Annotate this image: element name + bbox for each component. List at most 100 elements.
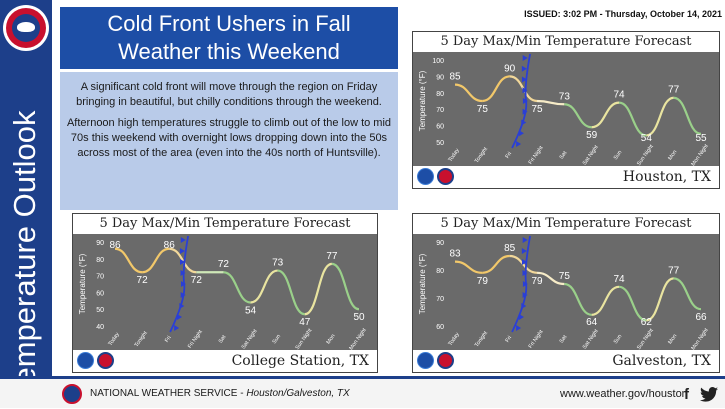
series-line-segment xyxy=(646,96,674,137)
x-tick-label: Mon xyxy=(667,149,678,161)
panel-footer: College Station, TX xyxy=(73,350,377,372)
cold-front-triangle xyxy=(521,248,527,254)
twitter-icon[interactable] xyxy=(700,387,718,402)
forecast-panel-houston: 5 Day Max/Min Temperature Forecast Tempe… xyxy=(412,31,720,189)
y-tick-label: 50 xyxy=(96,307,104,314)
data-label: 83 xyxy=(449,249,461,260)
facebook-icon[interactable]: f xyxy=(684,386,689,403)
y-tick-label: 60 xyxy=(436,324,444,331)
chart-background xyxy=(413,234,719,350)
y-tick-label: 90 xyxy=(436,240,444,247)
noaa-logo-icon xyxy=(77,352,94,369)
cold-front-triangle xyxy=(522,281,528,287)
data-label: 77 xyxy=(326,251,338,262)
cold-front-triangle xyxy=(180,292,186,298)
y-axis-label: Temperature (°F) xyxy=(418,253,427,314)
cold-front-triangle xyxy=(522,270,528,276)
series-line-segment xyxy=(169,247,197,274)
chart-title: 5 Day Max/Min Temperature Forecast xyxy=(413,32,719,52)
series-line-segment xyxy=(646,277,674,322)
series-line-segment xyxy=(564,282,592,316)
issued-timestamp: ISSUED: 3:02 PM - Thursday, October 14, … xyxy=(524,9,722,19)
footer-bar: NATIONAL WEATHER SERVICE - Houston/Galve… xyxy=(0,376,725,408)
chart-title: 5 Day Max/Min Temperature Forecast xyxy=(413,214,719,234)
data-label: 54 xyxy=(641,133,653,144)
panel-footer: Houston, TX xyxy=(413,166,719,188)
series-line-segment xyxy=(591,101,620,129)
chart-college-station: Temperature (°F) 40 50 60 70 80 90 86 72 86 72 72 54… xyxy=(73,234,377,350)
data-label: 73 xyxy=(559,91,571,102)
y-tick-label: 80 xyxy=(96,257,104,264)
footer-url-link[interactable]: www.weather.gov/houston xyxy=(560,388,688,400)
series-line-segment xyxy=(509,254,538,274)
y-tick-label: 80 xyxy=(436,268,444,275)
nws-logo-icon xyxy=(62,384,82,404)
chart-houston: Temperature (°F) 50 60 70 80 90 100 85 75 90 75 73 5… xyxy=(413,52,719,166)
forecast-panel-galveston: 5 Day Max/Min Temperature Forecast Tempe… xyxy=(412,213,720,373)
x-tick-label: Fri xyxy=(164,335,173,344)
nws-logo-icon xyxy=(437,352,454,369)
series-line-segment xyxy=(454,260,483,274)
y-tick-label: 100 xyxy=(432,58,444,65)
cold-front-triangle xyxy=(180,270,186,276)
footer-agency-name: NATIONAL WEATHER SERVICE xyxy=(90,388,238,399)
page-title-line2: Weather this Weekend xyxy=(118,39,340,64)
cold-front-triangle xyxy=(522,292,528,298)
x-tick-label: Sun xyxy=(613,150,624,161)
data-label: 59 xyxy=(586,130,598,141)
cold-front-triangle xyxy=(518,130,524,137)
data-label: 62 xyxy=(641,317,653,328)
description-paragraph-2: Afternoon high temperatures struggle to … xyxy=(66,117,392,159)
series-line-segment xyxy=(277,269,306,316)
cold-front-triangle xyxy=(179,303,185,309)
data-label: 74 xyxy=(613,90,625,101)
series-line-segment xyxy=(331,262,360,311)
series-line-segment xyxy=(250,269,278,304)
x-tick-label: Mon xyxy=(326,333,337,345)
series-line-segment xyxy=(673,277,702,311)
noaa-logo-icon xyxy=(417,352,434,369)
series-line-segment xyxy=(114,247,143,274)
data-label: 90 xyxy=(504,63,516,74)
cold-front-triangle xyxy=(522,55,528,61)
data-label: 75 xyxy=(531,104,543,115)
cold-front-triangle xyxy=(521,303,527,309)
cold-front-triangle xyxy=(180,281,186,287)
x-tick-label: Sat xyxy=(559,334,569,345)
data-label: 72 xyxy=(191,275,203,286)
data-label: 72 xyxy=(218,259,230,270)
cold-front-triangle xyxy=(179,248,185,254)
sidebar: Temperature Outlook xyxy=(0,0,52,408)
x-tick-label: Sat xyxy=(218,334,228,345)
data-label: 50 xyxy=(353,312,365,323)
cold-front-triangle xyxy=(518,314,524,320)
cold-front-triangle xyxy=(521,65,527,72)
data-label: 64 xyxy=(586,317,598,328)
cold-front-triangle xyxy=(516,325,522,331)
data-label: 66 xyxy=(695,312,707,323)
series-line-segment xyxy=(482,254,510,274)
data-label: 72 xyxy=(137,275,149,286)
series-line-segment xyxy=(482,75,510,103)
chart-location: Houston, TX xyxy=(622,169,711,185)
x-tick-label: Mon xyxy=(667,333,678,345)
series-line-segment xyxy=(591,285,620,316)
x-tick-label: Sun xyxy=(613,334,624,345)
series-line-segment xyxy=(564,103,592,129)
y-tick-label: 90 xyxy=(436,74,444,81)
cold-front-triangle xyxy=(521,76,527,83)
series-line-segment xyxy=(536,99,565,106)
y-axis-label: Temperature (°F) xyxy=(418,70,427,131)
cold-front-triangle xyxy=(177,314,183,320)
cold-front-triangle xyxy=(522,108,528,115)
cold-front-triangle xyxy=(522,98,528,104)
nws-logo-icon xyxy=(97,352,114,369)
cold-front-triangle xyxy=(180,259,186,265)
data-label: 55 xyxy=(695,133,707,144)
panel-footer: Galveston, TX xyxy=(413,350,719,372)
description-paragraph-1: A significant cold front will move throu… xyxy=(76,81,382,108)
nws-logo-icon xyxy=(3,5,49,51)
x-tick-label: Sat xyxy=(559,150,569,161)
chart-background xyxy=(413,52,719,166)
page-title-line1: Cold Front Ushers in Fall xyxy=(107,11,351,36)
